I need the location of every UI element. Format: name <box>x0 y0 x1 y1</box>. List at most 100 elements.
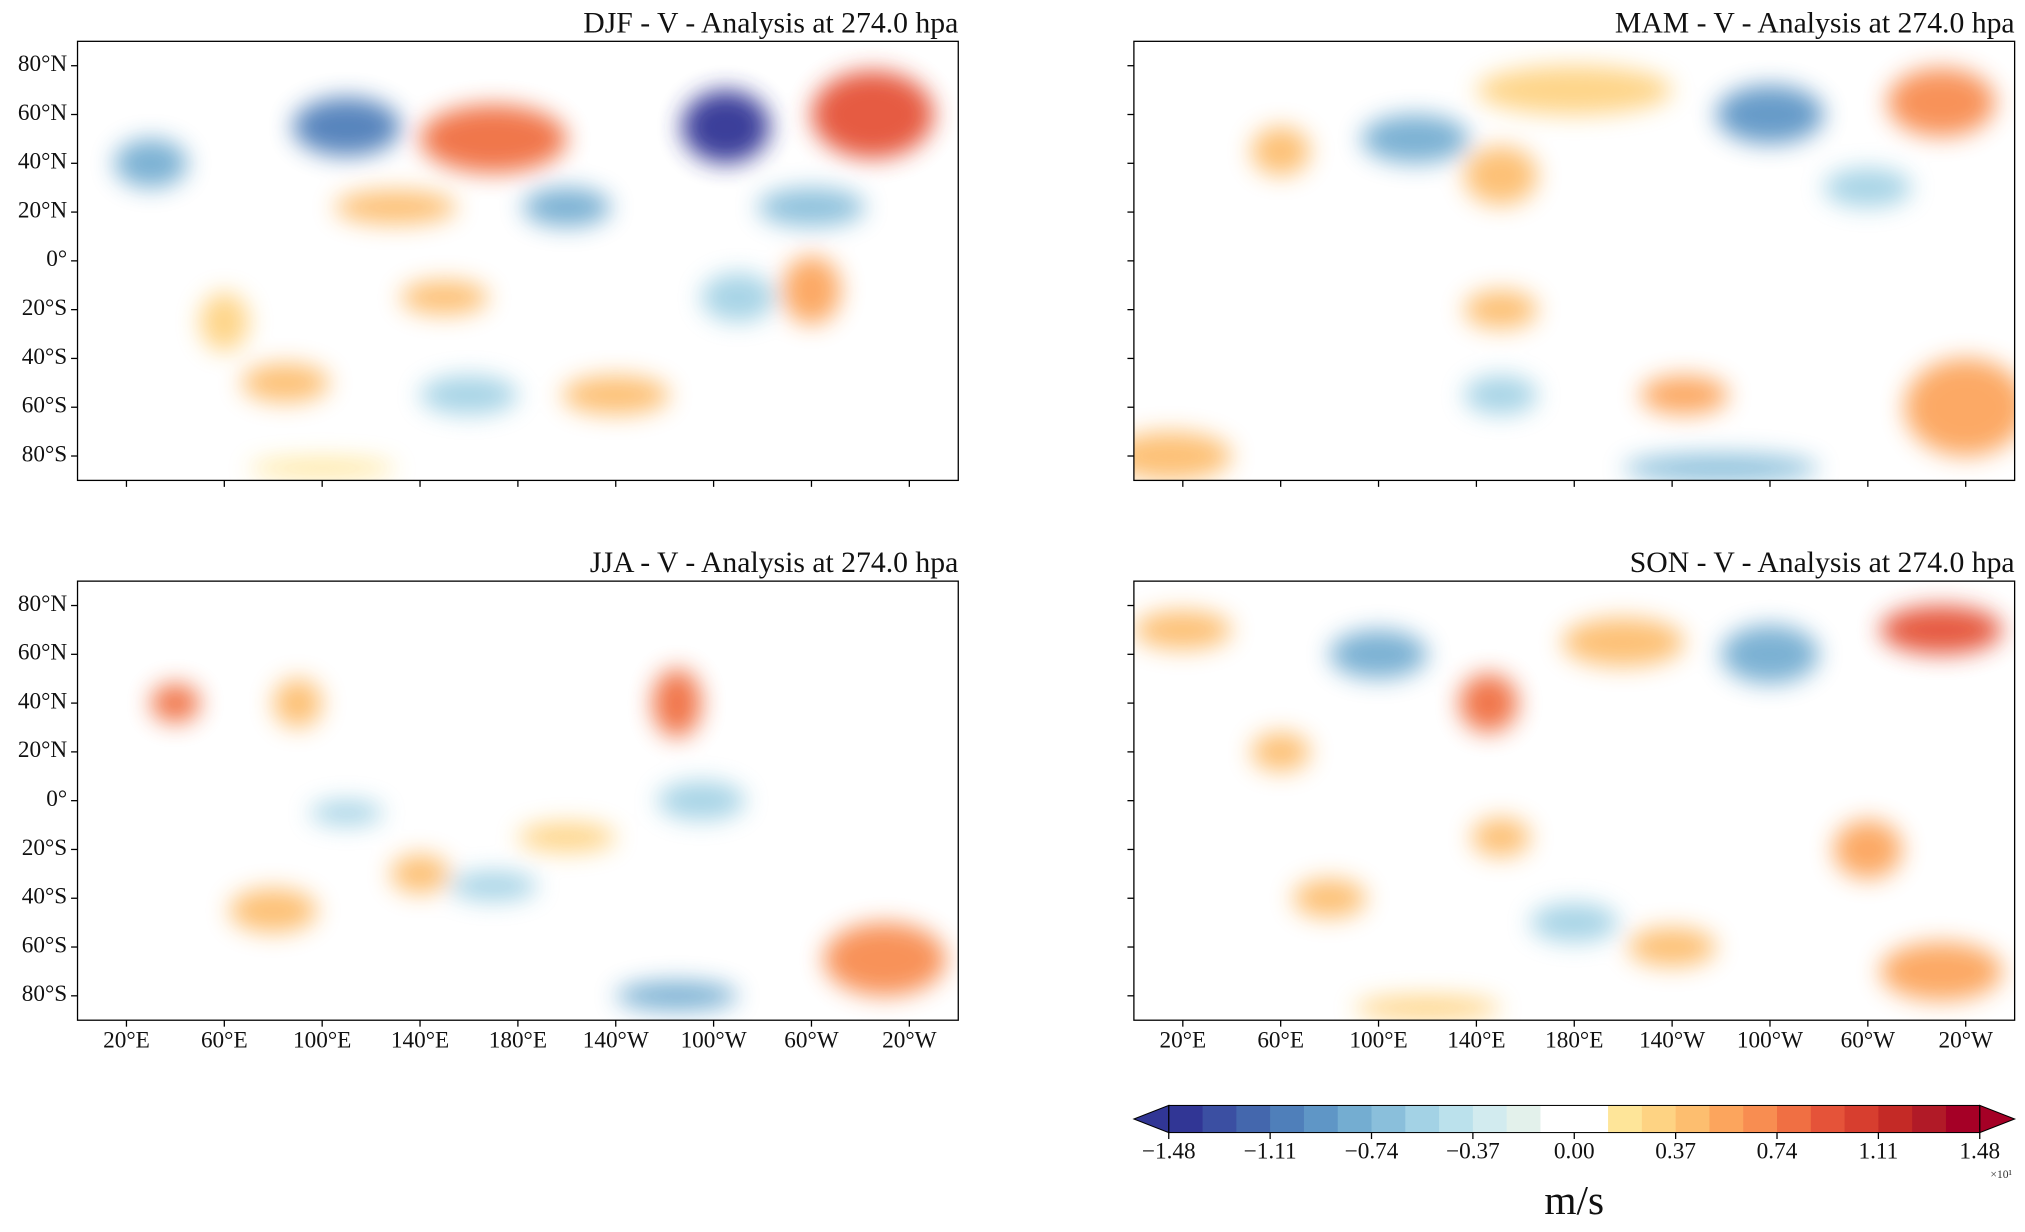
y-tick-label: 40°N <box>18 149 68 175</box>
x-tick-label: 180°E <box>1545 1027 1603 1053</box>
x-tick-label: 140°W <box>583 1027 649 1053</box>
contour-blob <box>1721 625 1819 684</box>
y-tick-label: 60°N <box>18 640 68 666</box>
y-tick-label: 60°S <box>22 932 67 958</box>
contour-blob <box>1823 168 1912 208</box>
contour-blob <box>652 668 702 738</box>
x-tick-label: 140°E <box>1447 1027 1505 1053</box>
colorbar-level <box>1405 1105 1440 1133</box>
contour-blob <box>1251 732 1311 772</box>
contour-blob <box>1880 605 2003 655</box>
contour-blob <box>1476 65 1673 115</box>
colorbar-level <box>1168 1105 1204 1133</box>
contours <box>1133 65 2015 481</box>
contour-blob <box>757 187 866 227</box>
contour-blob <box>1464 375 1538 415</box>
contour-blob <box>1133 431 1232 481</box>
contour-blob <box>150 683 200 723</box>
contour-blob <box>449 871 538 901</box>
y-tick-label: 60°S <box>22 393 67 419</box>
contour-blob <box>1640 375 1729 415</box>
colorbar-level <box>1472 1105 1508 1133</box>
colorbar-level <box>1371 1105 1406 1133</box>
contour-blob <box>1464 146 1538 205</box>
contour-blob <box>1904 358 2015 456</box>
x-tick-label: 100°W <box>681 1027 747 1053</box>
colorbar-tick-label: −0.74 <box>1345 1139 1399 1165</box>
colorbar-level <box>1236 1105 1271 1133</box>
colorbar-label: m/s <box>1544 1177 1604 1223</box>
x-tick-label: 60°E <box>1257 1027 1304 1053</box>
x-tick-label: 100°E <box>293 1027 351 1053</box>
x-tick-label: 20°W <box>1938 1027 1993 1053</box>
contour-blob <box>420 104 567 174</box>
contour-blob <box>782 255 841 325</box>
contour-blob <box>1133 610 1232 650</box>
contour-blob <box>1530 903 1619 943</box>
contour-blob <box>811 70 934 159</box>
colorbar-tick-label: −0.37 <box>1446 1139 1500 1165</box>
contours <box>1133 605 2003 1021</box>
contour-blob <box>1628 927 1717 967</box>
contour-blob <box>334 190 457 225</box>
colorbar-tick-label: −1.11 <box>1244 1139 1297 1165</box>
y-tick-label: 0° <box>46 786 67 812</box>
map-panel: SON - V - Analysis at 274.0 hpa 20°E 60°E 1… <box>1127 547 2016 1053</box>
panel-title: SON - V - Analysis at 274.0 hpa <box>1630 547 2015 579</box>
y-tick-label: 20°N <box>18 737 68 763</box>
contour-blob <box>1887 68 1996 137</box>
field <box>77 581 959 1021</box>
colorbar-tick-label: 1.48 <box>1959 1139 2000 1165</box>
x-tick-label: 20°E <box>103 1027 150 1053</box>
contour-blob <box>420 375 518 415</box>
colorbar-level <box>1270 1105 1305 1133</box>
colorbar-level <box>1337 1105 1373 1133</box>
colorbar-level <box>1303 1105 1339 1133</box>
contour-blob <box>701 273 775 322</box>
colorbar-tick-label: 0.74 <box>1757 1139 1798 1165</box>
contour-blob <box>1880 942 2003 1001</box>
contour-blob <box>1471 817 1531 857</box>
colorbar-extend-low <box>1132 1104 1170 1134</box>
contour-blob <box>309 800 384 826</box>
y-tick-label: 80°N <box>18 591 68 617</box>
y-tick-label: 80°N <box>18 51 68 77</box>
contour-blob <box>657 781 746 821</box>
contour-blob <box>390 854 450 894</box>
colorbar-offset: ×10¹ <box>1990 1168 2012 1181</box>
contour-blob <box>229 888 318 933</box>
panel-title: MAM - V - Analysis at 274.0 hpa <box>1615 7 2015 39</box>
colorbar-tick-label: 0.00 <box>1554 1139 1595 1165</box>
x-tick-label: 60°E <box>201 1027 248 1053</box>
x-tick-label: 20°E <box>1159 1027 1206 1053</box>
y-tick-label: 40°S <box>22 884 67 910</box>
x-tick-label: 140°W <box>1639 1027 1705 1053</box>
y-tick-label: 20°S <box>22 295 67 321</box>
y-tick-label: 80°S <box>22 441 67 467</box>
contour-blob <box>1716 85 1824 144</box>
contour-blob <box>1354 995 1501 1021</box>
contour-blob <box>241 363 330 403</box>
colorbar-level <box>1810 1105 1846 1133</box>
contour-blob <box>615 981 739 1011</box>
y-tick-label: 40°S <box>22 344 67 370</box>
field <box>1133 581 2015 1021</box>
contour-blob <box>522 187 611 227</box>
y-tick-label: 20°S <box>22 835 67 861</box>
x-tick-label: 140°E <box>391 1027 449 1053</box>
colorbar-extend-high <box>1979 1104 2017 1134</box>
contour-blob <box>1329 629 1428 679</box>
field <box>77 41 959 481</box>
x-tick-label: 60°W <box>784 1027 839 1053</box>
panel-title: DJF - V - Analysis at 274.0 hpa <box>583 7 958 39</box>
map-panel: JJA - V - Analysis at 274.0 hpa 20°E 60°E 1… <box>18 547 959 1053</box>
colorbar-level <box>1675 1105 1711 1133</box>
colorbar-level <box>1202 1105 1237 1133</box>
colorbar-level <box>1641 1105 1677 1133</box>
contour-blob <box>1292 878 1367 918</box>
contour-blob <box>1459 673 1518 733</box>
colorbar-level <box>1743 1105 1778 1133</box>
contour-blob <box>1464 290 1538 330</box>
x-tick-label: 100°E <box>1349 1027 1407 1053</box>
